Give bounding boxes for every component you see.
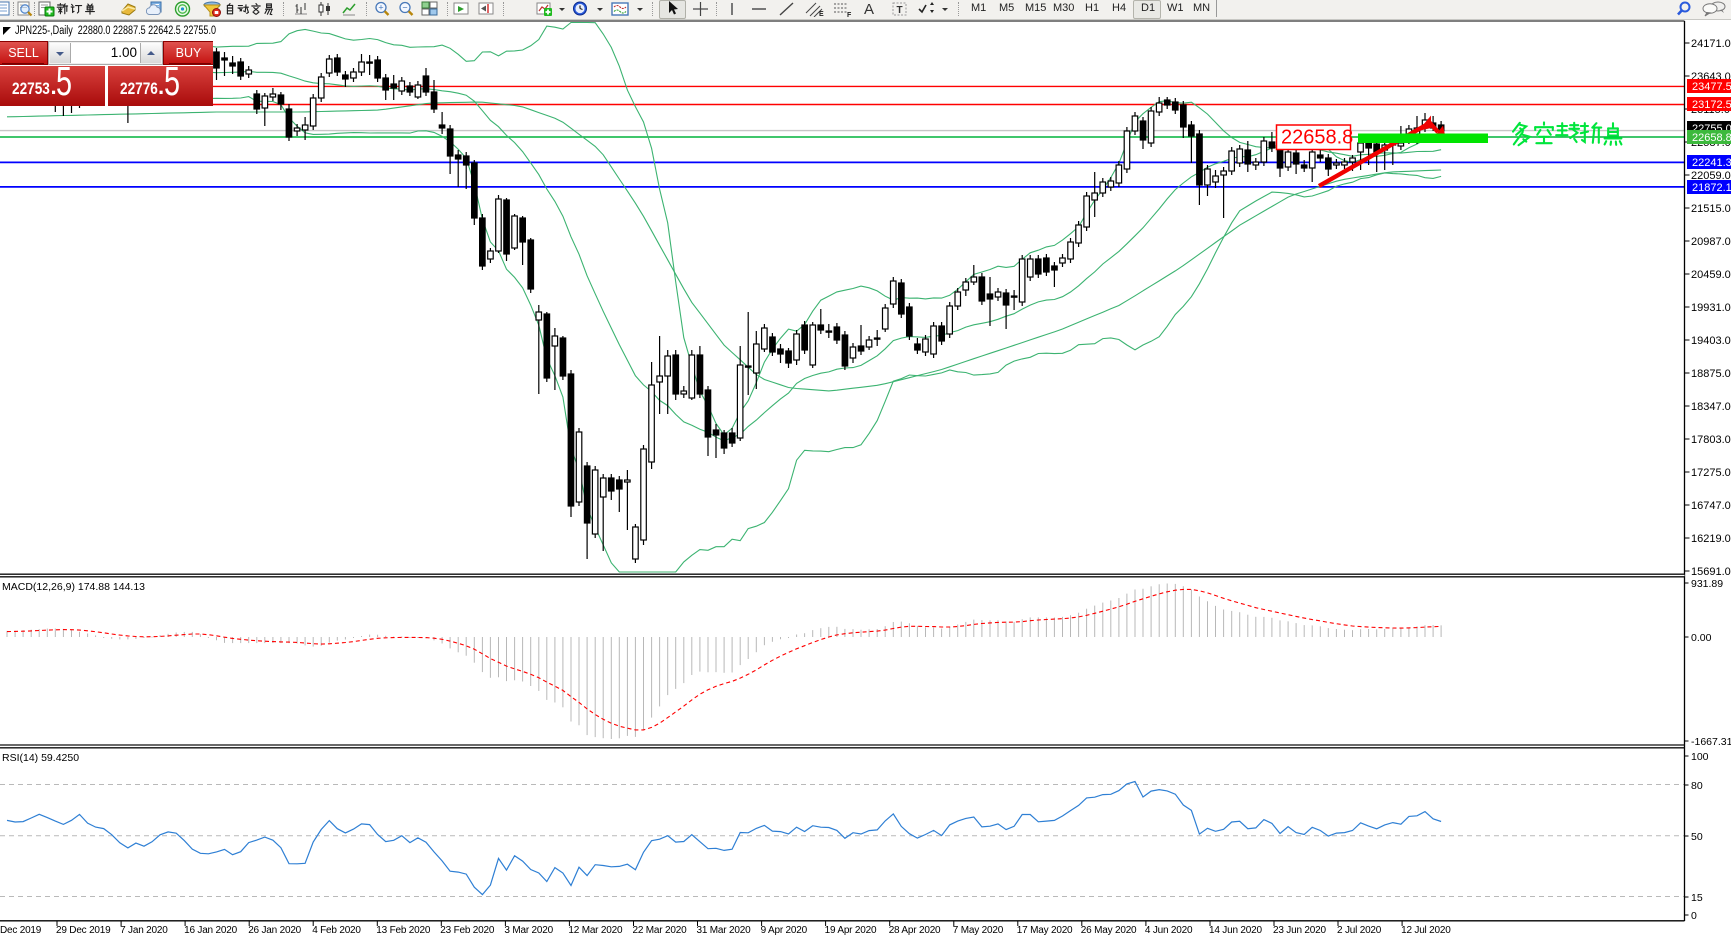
svg-text:23 Jun 2020: 23 Jun 2020 [1273,925,1326,936]
svg-text:20987.0: 20987.0 [1691,236,1731,248]
svg-text:19403.0: 19403.0 [1691,335,1731,347]
svg-text:7 May 2020: 7 May 2020 [953,925,1004,936]
svg-text:19931.0: 19931.0 [1691,302,1731,314]
svg-text:22 Mar 2020: 22 Mar 2020 [633,925,688,936]
svg-text:931.89: 931.89 [1691,578,1723,590]
svg-text:28 Apr 2020: 28 Apr 2020 [889,925,941,936]
svg-text:14 Jun 2020: 14 Jun 2020 [1209,925,1262,936]
svg-text:13 Feb 2020: 13 Feb 2020 [376,925,431,936]
svg-text:50: 50 [1691,831,1703,843]
svg-text:21515.0: 21515.0 [1691,203,1731,215]
svg-text:16747.0: 16747.0 [1691,500,1731,512]
svg-text:7 Jan 2020: 7 Jan 2020 [120,925,168,936]
svg-text:17 May 2020: 17 May 2020 [1017,925,1073,936]
svg-text:23172.5: 23172.5 [1692,99,1731,111]
svg-text:17275.0: 17275.0 [1691,467,1731,479]
svg-text:24171.0: 24171.0 [1691,38,1731,50]
svg-text:E: E [819,11,824,17]
svg-text:22658.8: 22658.8 [1692,132,1731,144]
svg-text:20459.0: 20459.0 [1691,269,1731,281]
svg-text:16219.0: 16219.0 [1691,533,1731,545]
svg-text:0.00: 0.00 [1691,632,1712,644]
svg-text:31 Mar 2020: 31 Mar 2020 [697,925,752,936]
svg-text:3 Mar 2020: 3 Mar 2020 [504,925,553,936]
svg-text:RSI(14) 59.4250: RSI(14) 59.4250 [2,752,79,764]
svg-text:0: 0 [1691,910,1697,922]
svg-text:12 Jul 2020: 12 Jul 2020 [1401,925,1451,936]
svg-text:9 Apr 2020: 9 Apr 2020 [761,925,808,936]
svg-text:MACD(12,26,9) 174.88 144.13: MACD(12,26,9) 174.88 144.13 [2,581,145,593]
svg-text:23477.5: 23477.5 [1692,81,1731,93]
svg-text:19 Apr 2020: 19 Apr 2020 [825,925,877,936]
svg-text:22241.3: 22241.3 [1692,157,1731,169]
svg-text:4 Jun 2020: 4 Jun 2020 [1145,925,1193,936]
svg-text:−: − [402,3,407,13]
svg-text:80: 80 [1691,780,1703,792]
svg-text:26 Jan 2020: 26 Jan 2020 [248,925,301,936]
svg-text:29 Dec 2019: 29 Dec 2019 [56,925,111,936]
svg-text:22658.8: 22658.8 [1281,127,1353,149]
svg-text:15: 15 [1691,892,1703,904]
svg-text:+: + [378,3,383,13]
svg-text:4 Feb 2020: 4 Feb 2020 [312,925,361,936]
svg-text:16 Jan 2020: 16 Jan 2020 [184,925,237,936]
svg-text:18875.0: 18875.0 [1691,368,1731,380]
svg-text:F: F [847,12,852,17]
svg-text:JPN225-,Daily 22880.0 22887.5: JPN225-,Daily 22880.0 22887.5 22642.5 22… [15,25,216,37]
svg-text:23 Feb 2020: 23 Feb 2020 [440,925,495,936]
svg-text:-1667.31: -1667.31 [1691,736,1731,748]
svg-text:12 Mar 2020: 12 Mar 2020 [568,925,623,936]
svg-text:15691.0: 15691.0 [1691,566,1731,578]
svg-text:18347.0: 18347.0 [1691,401,1731,413]
svg-text:26 May 2020: 26 May 2020 [1081,925,1137,936]
svg-text:2 Jul 2020: 2 Jul 2020 [1337,925,1382,936]
svg-text:T: T [896,5,902,16]
svg-text:100: 100 [1691,751,1709,763]
svg-text:22059.0: 22059.0 [1691,170,1731,182]
svg-text:21872.1: 21872.1 [1692,182,1731,194]
svg-text:17803.0: 17803.0 [1691,434,1731,446]
svg-text:9 Dec 2019: 9 Dec 2019 [0,925,42,936]
